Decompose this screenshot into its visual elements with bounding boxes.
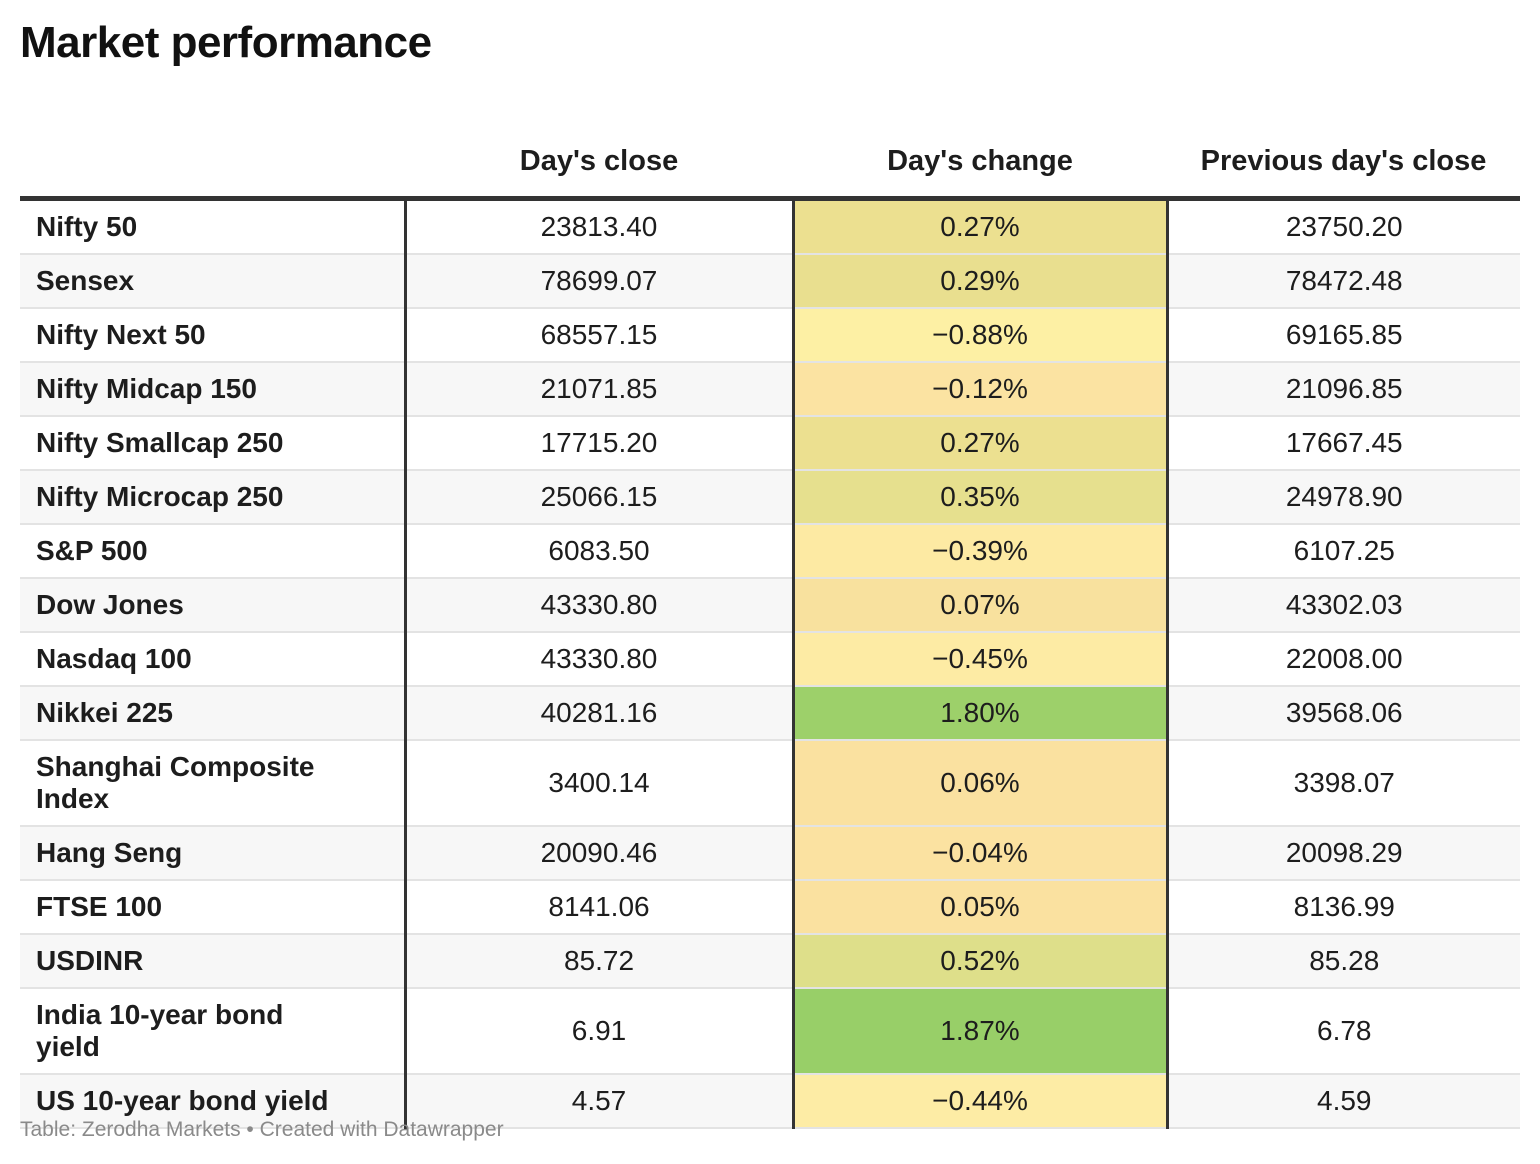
- days-close-cell: 6083.50: [403, 524, 793, 579]
- previous-close-cell: 3398.07: [1167, 740, 1520, 827]
- table-row: FTSE 100 8141.06 0.05% 8136.99: [20, 880, 1520, 935]
- previous-close-cell: 39568.06: [1167, 686, 1520, 741]
- previous-close-cell: 20098.29: [1167, 826, 1520, 881]
- days-close-cell: 4.57: [403, 1074, 793, 1129]
- index-name-cell: FTSE 100: [20, 880, 405, 935]
- source-footer: Table: Zerodha Markets • Created with Da…: [20, 1118, 504, 1141]
- days-change-cell: 1.80%: [791, 686, 1169, 741]
- table-row: Nifty Next 50 68557.15 −0.88% 69165.85: [20, 308, 1520, 363]
- days-change-cell: 0.29%: [791, 254, 1169, 309]
- table-row: Nifty Microcap 250 25066.15 0.35% 24978.90: [20, 470, 1520, 525]
- days-close-cell: 40281.16: [403, 686, 793, 741]
- previous-close-cell: 78472.48: [1167, 254, 1520, 309]
- days-change-cell: 0.35%: [791, 470, 1169, 525]
- table-row: Hang Seng 20090.46 −0.04% 20098.29: [20, 826, 1520, 881]
- chart-title: Market performance: [20, 18, 432, 67]
- days-close-cell: 23813.40: [403, 198, 793, 255]
- previous-close-cell: 24978.90: [1167, 470, 1520, 525]
- index-name-cell: Nifty Next 50: [20, 308, 405, 363]
- days-close-cell: 17715.20: [403, 416, 793, 471]
- table-row: Sensex 78699.07 0.29% 78472.48: [20, 254, 1520, 309]
- table-row: S&P 500 6083.50 −0.39% 6107.25: [20, 524, 1520, 579]
- days-close-cell: 21071.85: [403, 362, 793, 417]
- table-header-row: Day's close Day's change Previous day's …: [20, 108, 1520, 201]
- table-row: USDINR 85.72 0.52% 85.28: [20, 934, 1520, 989]
- days-close-cell: 25066.15: [403, 470, 793, 525]
- days-change-cell: −0.12%: [791, 362, 1169, 417]
- days-close-cell: 85.72: [403, 934, 793, 989]
- days-change-cell: 0.05%: [791, 880, 1169, 935]
- days-change-cell: 0.07%: [791, 578, 1169, 633]
- index-name-cell: Nikkei 225: [20, 686, 405, 741]
- index-name-cell: USDINR: [20, 934, 405, 989]
- index-name-cell: Nifty Midcap 150: [20, 362, 405, 417]
- previous-close-cell: 69165.85: [1167, 308, 1520, 363]
- days-close-cell: 78699.07: [403, 254, 793, 309]
- days-close-cell: 6.91: [403, 988, 793, 1075]
- days-close-cell: 8141.06: [403, 880, 793, 935]
- previous-close-cell: 21096.85: [1167, 362, 1520, 417]
- days-change-cell: 0.52%: [791, 934, 1169, 989]
- days-change-cell: −0.39%: [791, 524, 1169, 579]
- table-row: Nasdaq 100 43330.80 −0.45% 22008.00: [20, 632, 1520, 687]
- previous-close-cell: 43302.03: [1167, 578, 1520, 633]
- index-name-cell: Nifty 50: [20, 198, 405, 255]
- table-row: Nifty 50 23813.40 0.27% 23750.20: [20, 198, 1520, 255]
- column-header-previous-close: Previous day's close: [1167, 108, 1520, 201]
- index-name-cell: Sensex: [20, 254, 405, 309]
- market-performance-table: Day's close Day's change Previous day's …: [20, 108, 1520, 1129]
- previous-close-cell: 8136.99: [1167, 880, 1520, 935]
- previous-close-cell: 17667.45: [1167, 416, 1520, 471]
- days-change-cell: 0.27%: [791, 416, 1169, 471]
- days-close-cell: 68557.15: [403, 308, 793, 363]
- column-header-days-change: Day's change: [793, 108, 1167, 201]
- previous-close-cell: 6.78: [1167, 988, 1520, 1075]
- days-change-cell: −0.45%: [791, 632, 1169, 687]
- index-name-cell: India 10-year bond yield: [20, 988, 405, 1075]
- index-name-cell: Nasdaq 100: [20, 632, 405, 687]
- table-row: India 10-year bond yield 6.91 1.87% 6.78: [20, 988, 1520, 1075]
- table-row: Dow Jones 43330.80 0.07% 43302.03: [20, 578, 1520, 633]
- days-close-cell: 43330.80: [403, 578, 793, 633]
- days-change-cell: 0.06%: [791, 740, 1169, 827]
- previous-close-cell: 22008.00: [1167, 632, 1520, 687]
- previous-close-cell: 4.59: [1167, 1074, 1520, 1129]
- index-name-cell: Nifty Smallcap 250: [20, 416, 405, 471]
- previous-close-cell: 6107.25: [1167, 524, 1520, 579]
- index-name-cell: Dow Jones: [20, 578, 405, 633]
- table-body: Nifty 50 23813.40 0.27% 23750.20 Sensex 78699…: [20, 198, 1520, 1129]
- days-close-cell: 3400.14: [403, 740, 793, 827]
- days-change-cell: 0.27%: [791, 198, 1169, 255]
- days-change-cell: −0.88%: [791, 308, 1169, 363]
- index-name-cell: Shanghai Composite Index: [20, 740, 405, 827]
- days-close-cell: 43330.80: [403, 632, 793, 687]
- days-close-cell: 20090.46: [403, 826, 793, 881]
- previous-close-cell: 23750.20: [1167, 198, 1520, 255]
- index-name-cell: Hang Seng: [20, 826, 405, 881]
- index-name-cell: US 10-year bond yield: [20, 1074, 405, 1129]
- table-row: Nifty Midcap 150 21071.85 −0.12% 21096.85: [20, 362, 1520, 417]
- column-header-days-close: Day's close: [405, 108, 793, 201]
- index-name-cell: S&P 500: [20, 524, 405, 579]
- table-row: US 10-year bond yield 4.57 −0.44% 4.59: [20, 1074, 1520, 1129]
- days-change-cell: −0.04%: [791, 826, 1169, 881]
- column-header-name: [20, 108, 405, 201]
- table-row: Nifty Smallcap 250 17715.20 0.27% 17667.45: [20, 416, 1520, 471]
- index-name-cell: Nifty Microcap 250: [20, 470, 405, 525]
- days-change-cell: 1.87%: [791, 988, 1169, 1075]
- days-change-cell: −0.44%: [791, 1074, 1169, 1129]
- table-row: Shanghai Composite Index 3400.14 0.06% 3398…: [20, 740, 1520, 827]
- table-row: Nikkei 225 40281.16 1.80% 39568.06: [20, 686, 1520, 741]
- previous-close-cell: 85.28: [1167, 934, 1520, 989]
